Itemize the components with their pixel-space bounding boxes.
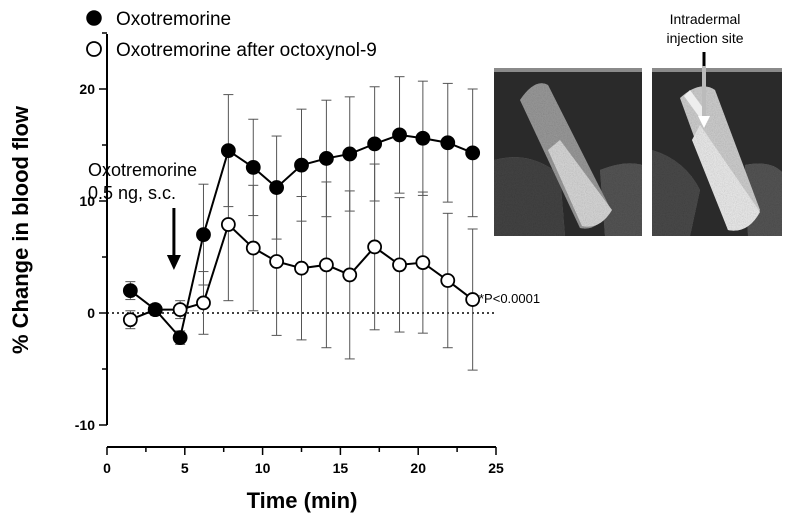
x-tick-label: 0 xyxy=(103,460,111,476)
data-point-oxotremorine xyxy=(392,127,407,143)
injection-label-line2: injection site xyxy=(666,30,743,46)
stimulus-arrow xyxy=(166,208,181,270)
legend: Oxotremorine Oxotremorine after octoxyno… xyxy=(86,9,377,61)
legend-label-oxotremorine: Oxotremorine xyxy=(116,9,231,30)
y-tick-label: 10 xyxy=(79,193,95,209)
data-point-octoxynol xyxy=(294,260,309,276)
data-point-oxotremorine xyxy=(465,145,481,161)
data-point-oxotremorine xyxy=(269,180,285,195)
error-bars xyxy=(125,76,478,371)
data-point-oxotremorine xyxy=(342,146,358,162)
data-point-oxotremorine xyxy=(196,227,211,243)
data-point-octoxynol xyxy=(415,255,431,271)
data-point-octoxynol xyxy=(367,239,383,255)
significance-label: *P<0.0001 xyxy=(479,291,540,306)
data-point-octoxynol xyxy=(318,257,334,273)
series-layer xyxy=(122,76,481,371)
x-tick-label: 10 xyxy=(255,460,271,476)
injection-label-line1: Intradermal xyxy=(670,11,741,27)
stimulus-label-line1: Oxotremorine xyxy=(88,160,197,180)
x-axis-label: Time (min) xyxy=(247,488,358,513)
data-point-oxotremorine xyxy=(367,136,383,152)
data-point-octoxynol xyxy=(269,254,285,269)
data-point-octoxynol xyxy=(196,295,211,311)
data-point-oxotremorine xyxy=(294,157,309,173)
x-tick-label: 25 xyxy=(488,460,504,476)
data-point-octoxynol xyxy=(465,292,481,307)
data-point-oxotremorine xyxy=(172,330,188,346)
data-point-oxotremorine xyxy=(440,135,456,151)
stimulus-arrow-head xyxy=(166,255,181,270)
data-point-oxotremorine xyxy=(318,151,334,166)
y-axis-label: % Change in blood flow xyxy=(8,105,33,354)
inset-image-after xyxy=(652,68,782,236)
data-point-octoxynol xyxy=(220,217,236,232)
data-point-oxotremorine xyxy=(245,159,261,175)
y-tick-label: 20 xyxy=(79,81,95,97)
y-axis-ticks: -10 0 10 20 xyxy=(75,32,107,433)
data-point-octoxynol xyxy=(440,273,456,288)
x-axis-ticks: 0 5 10 15 20 25 xyxy=(103,447,504,476)
data-point-octoxynol xyxy=(392,257,407,273)
series-markers xyxy=(122,127,481,346)
y-tick-label: 0 xyxy=(87,305,95,321)
legend-label-octoxynol: Oxotremorine after octoxynol-9 xyxy=(116,40,377,61)
data-point-octoxynol xyxy=(245,240,261,256)
x-tick-label: 5 xyxy=(181,460,189,476)
data-point-octoxynol xyxy=(122,312,138,328)
data-point-oxotremorine xyxy=(415,130,431,146)
data-point-octoxynol xyxy=(172,302,188,318)
legend-marker-oxotremorine xyxy=(86,10,102,26)
x-tick-label: 20 xyxy=(410,460,426,476)
data-point-oxotremorine xyxy=(220,143,236,159)
legend-marker-octoxynol xyxy=(86,41,102,57)
inset-image-before xyxy=(494,68,642,236)
stimulus-label-line2: 0.5 ng, s.c. xyxy=(88,183,176,203)
x-tick-label: 15 xyxy=(333,460,349,476)
data-point-octoxynol xyxy=(342,267,358,283)
data-point-oxotremorine xyxy=(122,283,138,299)
injection-pointer xyxy=(698,52,710,128)
data-point-oxotremorine xyxy=(147,302,163,318)
y-tick-label: -10 xyxy=(75,417,95,433)
